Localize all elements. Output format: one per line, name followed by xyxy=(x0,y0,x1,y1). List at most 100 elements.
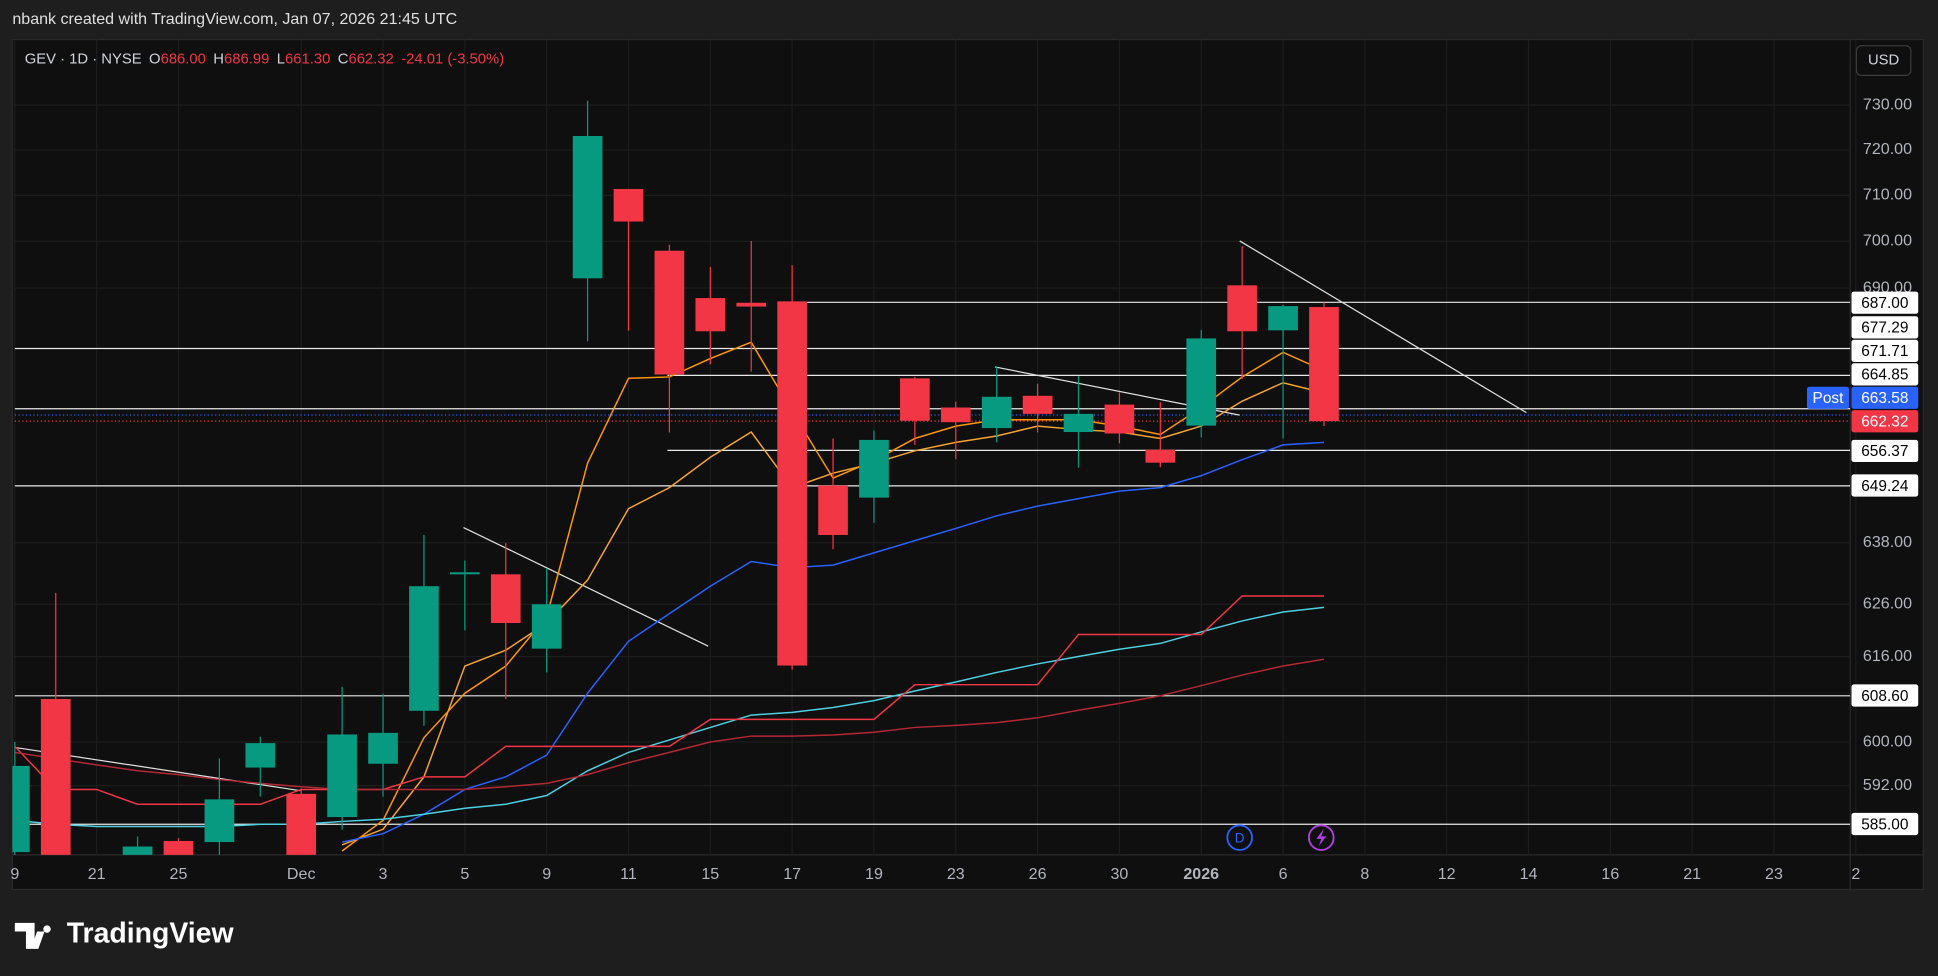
price-label-box xyxy=(1851,812,1919,836)
currency-button-box[interactable] xyxy=(1855,45,1912,76)
x-tick-label: 3 xyxy=(379,865,388,883)
y-tick-label: 592.00 xyxy=(1863,776,1912,794)
candle-body xyxy=(40,699,71,855)
y-tick-label: 730.00 xyxy=(1863,95,1912,113)
x-tick-label: 17 xyxy=(783,865,801,883)
y-tick-label: 638.00 xyxy=(1863,533,1912,551)
brand: TradingView xyxy=(14,918,235,950)
candle-body xyxy=(12,765,30,853)
candle-body xyxy=(900,378,930,421)
candle-body xyxy=(1227,285,1257,332)
price-label: 656.37 xyxy=(1861,443,1908,460)
x-tick-label: 19 xyxy=(865,865,883,883)
y-tick-label: 616.00 xyxy=(1863,647,1912,665)
post-label: Post xyxy=(1813,390,1845,407)
candle-body xyxy=(163,840,194,855)
x-tick-label: 8 xyxy=(1360,865,1369,883)
price-labels: 687.00 677.29 671.71 664.85 663.58 Post 662.32… xyxy=(1806,291,1919,836)
price-label-box xyxy=(1851,363,1919,386)
currency-button[interactable]: USD xyxy=(1855,45,1912,76)
x-tick-label: 9 xyxy=(542,865,551,883)
price-label-box xyxy=(1851,439,1919,463)
y-tick-label: 710.00 xyxy=(1863,186,1912,204)
x-tick-label: 2 xyxy=(1851,865,1860,883)
candle-body xyxy=(1145,449,1176,463)
trendline xyxy=(1239,240,1527,414)
chart-pane xyxy=(11,38,1924,891)
candle-body xyxy=(572,135,603,279)
x-tick-label: 16 xyxy=(1601,865,1619,883)
brand-name: TradingView xyxy=(67,918,235,950)
candle-body xyxy=(654,250,685,375)
candles xyxy=(12,100,1339,855)
candle-body xyxy=(245,743,276,768)
earnings-marker[interactable] xyxy=(1307,824,1335,851)
x-tick-label: 5 xyxy=(460,865,469,883)
candle-body xyxy=(204,799,235,843)
price-label: 677.29 xyxy=(1861,320,1908,337)
post-badge xyxy=(1806,386,1850,409)
candle-body xyxy=(368,732,398,764)
price-label: 663.58 xyxy=(1861,390,1908,407)
header-text: nbank created with TradingView.com, Jan … xyxy=(12,10,457,28)
candle-body xyxy=(613,188,644,222)
brand-logo xyxy=(14,922,51,949)
x-tick-label: 26 xyxy=(1029,865,1047,883)
legend-symbol: GEV · 1D · NYSE xyxy=(25,51,142,67)
price-label-box xyxy=(1851,339,1919,362)
axes: 730.00720.00710.00700.00690.00638.00626.… xyxy=(10,95,1912,883)
legend-change: -24.01 (-3.50%) xyxy=(401,51,504,67)
indicator-line xyxy=(341,441,1325,843)
candle-body xyxy=(327,734,357,818)
price-label-box xyxy=(1851,474,1919,497)
price-label-box xyxy=(1851,386,1919,409)
price-label: 649.24 xyxy=(1861,478,1909,495)
price-label: 608.60 xyxy=(1861,688,1908,705)
currency-label[interactable]: USD xyxy=(1868,52,1899,68)
candle-body xyxy=(1022,395,1053,414)
indicator-line xyxy=(14,658,1325,791)
candle-body xyxy=(818,485,848,535)
event-markers: D xyxy=(1226,824,1335,851)
candle-body xyxy=(1268,306,1298,331)
x-tick-label: 23 xyxy=(1765,865,1783,883)
trendline xyxy=(463,526,709,647)
price-label-box xyxy=(1851,410,1919,433)
dividend-label: D xyxy=(1235,830,1245,845)
y-tick-label: 626.00 xyxy=(1863,595,1912,613)
x-tick-label: Dec xyxy=(287,865,316,883)
x-tick-label: 15 xyxy=(701,865,719,883)
candle-body xyxy=(695,298,726,332)
price-label: 664.85 xyxy=(1861,367,1908,384)
dividend-marker[interactable] xyxy=(1226,824,1253,851)
x-tick-label: 21 xyxy=(1683,865,1701,883)
legend-value: 686.99 xyxy=(224,51,269,67)
x-tick-label: 6 xyxy=(1279,865,1288,883)
price-label: 585.00 xyxy=(1861,816,1908,833)
candle-body xyxy=(490,574,521,623)
candle-body xyxy=(450,572,480,575)
y-tick-label: 600.00 xyxy=(1863,732,1912,750)
legend-value: 661.30 xyxy=(285,51,330,67)
candle-body xyxy=(1104,404,1135,434)
x-tick-label: 23 xyxy=(947,865,965,883)
x-tick-label: 11 xyxy=(620,865,637,883)
candle-body xyxy=(1186,338,1217,426)
lightning-icon xyxy=(1316,828,1327,847)
legend: GEV · 1D · NYSE O686.00 H686.99 L661.30 C662… xyxy=(25,51,504,67)
legend-value: 686.00 xyxy=(161,51,206,67)
x-tick-label: 30 xyxy=(1110,865,1128,883)
price-label: 662.32 xyxy=(1861,414,1908,431)
candle-body xyxy=(981,396,1012,429)
x-tick-label: 14 xyxy=(1520,865,1538,883)
legend-key: O xyxy=(149,51,161,67)
x-tick-label: 25 xyxy=(170,865,188,883)
candle-body xyxy=(777,301,807,666)
legend-value: 662.32 xyxy=(348,51,393,67)
candle-body xyxy=(859,439,889,498)
levels xyxy=(14,301,1851,825)
candle-body xyxy=(286,793,317,855)
price-label: 687.00 xyxy=(1861,295,1908,312)
